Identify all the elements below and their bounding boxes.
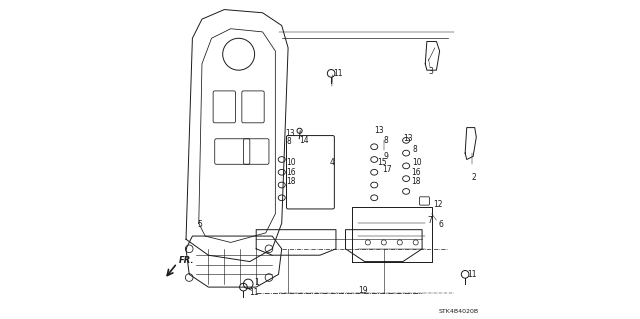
Text: 1: 1 <box>255 278 259 287</box>
Text: 13: 13 <box>374 126 384 135</box>
Text: 18: 18 <box>411 177 420 186</box>
Text: 6: 6 <box>438 220 443 229</box>
Text: 18: 18 <box>287 177 296 186</box>
Text: 7: 7 <box>427 216 432 225</box>
Text: 15: 15 <box>378 158 387 167</box>
Text: 16: 16 <box>411 168 420 177</box>
Text: 16: 16 <box>287 168 296 177</box>
Text: 5: 5 <box>197 220 202 229</box>
Text: STK4B4020B: STK4B4020B <box>439 309 479 314</box>
Text: 13: 13 <box>403 134 413 143</box>
Text: 10: 10 <box>413 158 422 167</box>
Text: 12: 12 <box>433 200 443 209</box>
Text: 2: 2 <box>472 173 476 182</box>
Text: 8: 8 <box>413 145 417 154</box>
Text: 11: 11 <box>467 270 476 279</box>
Text: 9: 9 <box>384 152 388 161</box>
Text: 4: 4 <box>330 158 335 167</box>
Text: 17: 17 <box>382 165 392 174</box>
Text: 10: 10 <box>287 158 296 167</box>
Text: 8: 8 <box>384 136 388 145</box>
Text: 11: 11 <box>333 69 342 78</box>
Text: 14: 14 <box>300 136 309 145</box>
Text: 11: 11 <box>249 288 259 297</box>
Text: FR.: FR. <box>179 256 194 265</box>
Text: 3: 3 <box>428 67 433 76</box>
Text: 13: 13 <box>285 130 294 138</box>
Text: 8: 8 <box>287 137 291 146</box>
Text: 19: 19 <box>358 286 368 295</box>
